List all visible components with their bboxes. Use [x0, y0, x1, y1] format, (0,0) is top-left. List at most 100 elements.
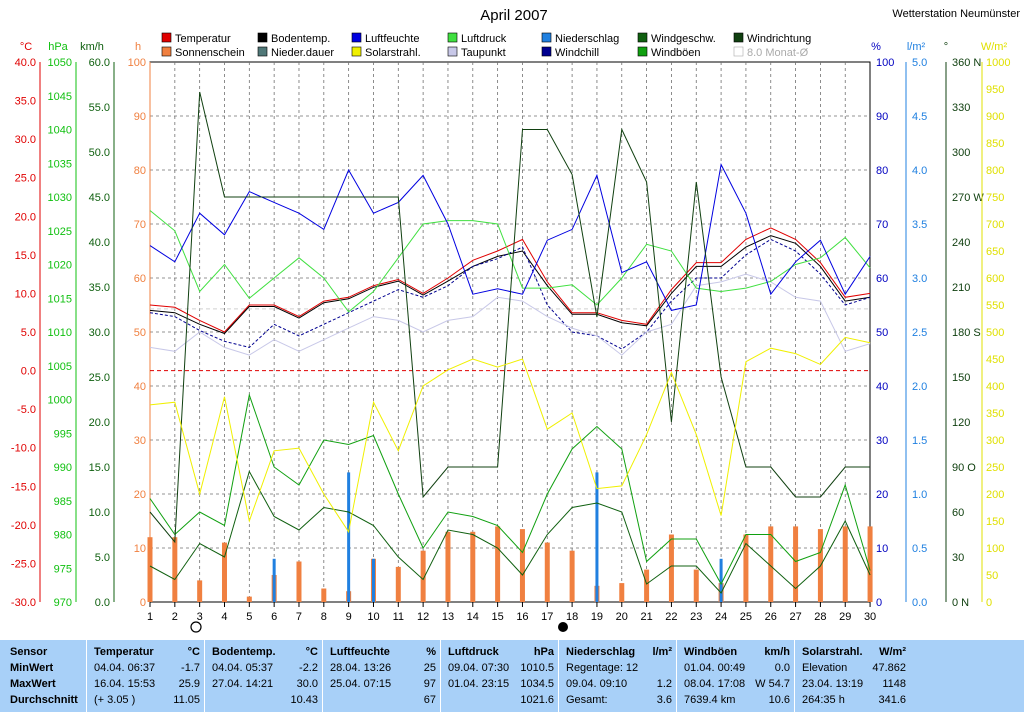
- stats-row: (+ 3.05 ) 11.05: [88, 692, 206, 708]
- temp-axis-tick: -15.0: [11, 481, 36, 493]
- stats-column: Solarstrahl. W/m² Elevation 47.862 23.04. 13…: [796, 644, 912, 710]
- legend-swatch: [541, 46, 552, 57]
- stats-value: 1.2: [656, 678, 672, 690]
- legend-swatch: [161, 32, 172, 43]
- bar-Sonnenschein: [495, 526, 501, 602]
- legend-label: Windrichtung: [747, 33, 811, 45]
- stats-column: Niederschlag l/m² Regentage: 12 09.04. 09:1…: [560, 644, 678, 710]
- legend-label: 8.0 Monat-Ø: [747, 47, 809, 59]
- stats-value: 25.9: [178, 678, 200, 690]
- rain-axis-tick: 2.5: [912, 327, 927, 339]
- stats-header: Bodentemp. °C: [206, 644, 324, 660]
- x-tick-label: 16: [516, 611, 528, 623]
- stats-row: 08.04. 17:08 W 54.7: [678, 676, 796, 692]
- temp-axis-tick: 25.0: [15, 173, 36, 185]
- bar-Sonnenschein: [197, 580, 203, 602]
- stats-label: Gesamt:: [566, 694, 608, 706]
- humidity-axis-tick: 60: [876, 273, 888, 285]
- x-tick-label: 20: [616, 611, 628, 623]
- stats-separator: [440, 640, 441, 712]
- bar-Sonnenschein: [420, 550, 426, 602]
- axis-unit-label: km/h: [80, 41, 104, 53]
- station-name: Wetterstation Neumünster: [892, 8, 1020, 20]
- axis-unit-label: °: [944, 41, 948, 53]
- wind-axis-tick: 35.0: [89, 282, 110, 294]
- stats-value: 1021.6: [520, 694, 554, 706]
- temp-axis-tick: 0.0: [21, 366, 36, 378]
- stats-row: 01.04. 23:15 1034.5: [442, 676, 560, 692]
- stats-value: 1010.5: [520, 662, 554, 674]
- direction-axis-tick: 210: [952, 282, 970, 294]
- pressure-axis-tick: 1015: [48, 293, 72, 305]
- bar-Niederschlag: [719, 558, 723, 602]
- solar-axis-tick: 1000: [986, 57, 1010, 69]
- stats-unit: km/h: [764, 646, 790, 658]
- bar-marks: [147, 472, 873, 602]
- sun-axis-tick: 70: [134, 219, 146, 231]
- bar-Niederschlag: [595, 472, 599, 602]
- wind-axis-tick: 15.0: [89, 462, 110, 474]
- x-tick-label: 8: [321, 611, 327, 623]
- stats-label: 27.04. 14:21: [212, 678, 274, 690]
- temp-axis-tick: 10.0: [15, 288, 36, 300]
- bar-Sonnenschein: [445, 531, 451, 602]
- stats-value: 341.6: [878, 694, 906, 706]
- stats-title: Niederschlag: [566, 646, 636, 658]
- solar-axis-tick: 750: [986, 192, 1004, 204]
- stats-unit: °C: [305, 646, 318, 658]
- legend-label: Luftdruck: [461, 33, 507, 45]
- x-tick-label: 9: [346, 611, 352, 623]
- stats-unit: l/m²: [652, 646, 672, 658]
- bar-Sonnenschein: [743, 534, 749, 602]
- bar-Sonnenschein: [246, 596, 252, 602]
- x-tick-label: 6: [271, 611, 277, 623]
- axis-unit-label: h: [135, 41, 141, 53]
- pressure-axis-tick: 1040: [48, 125, 72, 137]
- sun-axis-tick: 50: [134, 327, 146, 339]
- stats-unit: °C: [187, 646, 200, 658]
- solar-axis-tick: 450: [986, 354, 1004, 366]
- stats-row: 04.04. 06:37 -1.7: [88, 660, 206, 676]
- solar-axis-tick: 200: [986, 489, 1004, 501]
- bar-Sonnenschein: [147, 537, 153, 602]
- solar-axis-tick: 550: [986, 300, 1004, 312]
- humidity-axis-tick: 40: [876, 381, 888, 393]
- stats-separator: [322, 640, 323, 712]
- pressure-axis-tick: 1005: [48, 361, 72, 373]
- direction-axis-tick: 150: [952, 372, 970, 384]
- series-line-Windrichtung: [149, 91, 871, 544]
- series-line-Bodentemp.: [149, 235, 871, 335]
- wind-axis-tick: 40.0: [89, 237, 110, 249]
- stats-row: 23.04. 13:19 1148: [796, 676, 912, 692]
- wind-axis-tick: 20.0: [89, 417, 110, 429]
- axis-unit-label: W/m²: [981, 41, 1008, 53]
- stats-value: 25: [423, 662, 436, 674]
- direction-axis-tick: 180 S: [952, 327, 981, 339]
- stats-value: 30.0: [296, 678, 318, 690]
- legend-label: Windböen: [651, 47, 701, 59]
- sun-axis-tick: 60: [134, 273, 146, 285]
- temp-axis-tick: 15.0: [15, 250, 36, 262]
- stats-label: 01.04. 23:15: [448, 678, 510, 690]
- temp-axis-tick: 5.0: [21, 327, 36, 339]
- stats-label: 16.04. 15:53: [94, 678, 156, 690]
- moon-new-icon: [558, 622, 568, 632]
- stats-label: Regentage: 12: [566, 662, 639, 674]
- x-tick-label: 17: [541, 611, 553, 623]
- solar-axis-tick: 650: [986, 246, 1004, 258]
- stats-header: Luftdruck hPa: [442, 644, 560, 660]
- stats-title: Luftdruck: [448, 646, 499, 658]
- direction-axis-tick: 90 O: [952, 462, 976, 474]
- rain-axis-tick: 1.5: [912, 435, 927, 447]
- stats-label: (+ 3.05 ): [94, 694, 136, 706]
- stats-column: Temperatur °C 04.04. 06:37 -1.7 16.04. 15:53…: [88, 644, 206, 710]
- stats-separator: [204, 640, 205, 712]
- temp-axis-tick: 35.0: [15, 96, 36, 108]
- rain-axis-tick: 3.5: [912, 219, 927, 231]
- axis-unit-label: l/m²: [907, 41, 926, 53]
- wind-axis-tick: 55.0: [89, 102, 110, 114]
- sun-axis-tick: 80: [134, 165, 146, 177]
- legend-swatch: [637, 46, 648, 57]
- stats-header: Luftfeuchte%: [324, 644, 442, 660]
- stats-title: Windböen: [684, 646, 738, 658]
